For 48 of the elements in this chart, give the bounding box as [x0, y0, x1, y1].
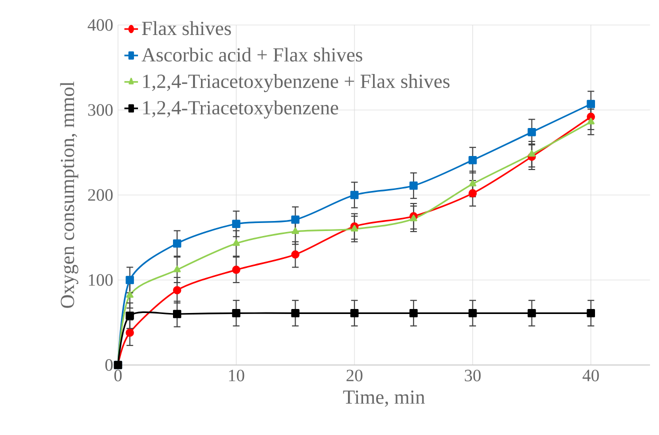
legend-label: Flax shives	[142, 21, 231, 36]
point	[528, 309, 536, 318]
point	[291, 216, 300, 224]
y-tick-label: 200	[88, 189, 113, 201]
x-axis-title: Time, min	[343, 390, 425, 407]
legend-label: Ascorbic acid + Flax shives	[142, 48, 362, 62]
y-tick-label: 400	[88, 19, 113, 31]
point	[587, 118, 595, 124]
point	[350, 190, 359, 200]
point	[528, 128, 536, 136]
x-tick-label: 30	[464, 370, 481, 382]
x-tick-label: 0	[114, 370, 122, 382]
point	[410, 214, 418, 222]
point	[126, 328, 134, 337]
point	[409, 309, 418, 318]
legend-label: 1,2,4-Triacetoxybenzene + Flax shives	[143, 74, 450, 92]
point	[126, 291, 134, 298]
point	[528, 150, 536, 157]
point	[409, 182, 418, 190]
point	[291, 309, 300, 318]
point	[232, 309, 240, 318]
point	[586, 100, 596, 108]
point	[586, 309, 596, 318]
point	[350, 309, 359, 318]
point	[350, 224, 358, 232]
point	[172, 286, 182, 294]
point	[173, 266, 181, 272]
x-tick-label: 10	[229, 370, 244, 382]
y-axis-title: Oxygen consumption, mmol	[60, 82, 78, 308]
point	[291, 250, 300, 259]
point	[468, 189, 477, 198]
x-tick-label: 20	[346, 370, 362, 382]
x-tick-label: 40	[582, 370, 599, 382]
point	[126, 312, 134, 320]
legend-label: 1,2,4-Triacetoxybenzene	[143, 100, 338, 119]
point	[232, 220, 240, 228]
point	[468, 156, 477, 164]
point	[172, 239, 182, 248]
point	[232, 266, 240, 274]
point	[172, 310, 182, 318]
point	[232, 239, 240, 246]
point	[292, 227, 300, 234]
point	[126, 276, 134, 284]
point	[468, 309, 477, 318]
y-tick-label: 0	[105, 359, 113, 371]
point	[468, 180, 476, 186]
y-tick-label: 100	[88, 274, 113, 286]
y-tick-label: 300	[88, 104, 113, 116]
